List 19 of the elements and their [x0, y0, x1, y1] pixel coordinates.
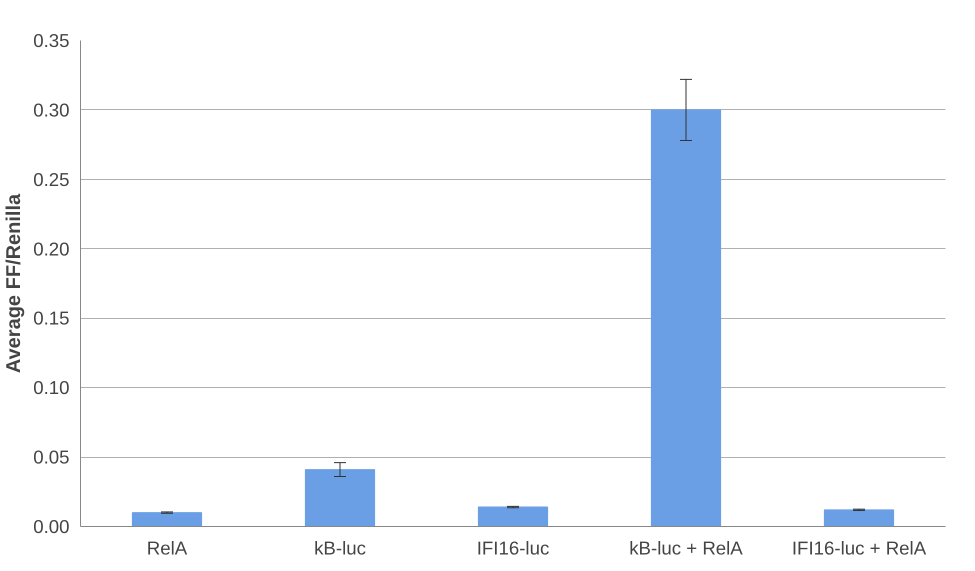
bar [650, 109, 722, 526]
bar [132, 512, 202, 526]
y-tick-label: 0.20 [33, 238, 70, 260]
y-tick-label: 0.25 [33, 168, 70, 190]
x-tick-label: RelA [146, 538, 188, 558]
bar [304, 469, 376, 526]
bar [478, 506, 548, 526]
y-tick-label: 0.30 [33, 99, 70, 120]
bar [824, 509, 894, 526]
x-tick-label: kB-luc [314, 538, 366, 558]
y-tick-label: 0.15 [33, 308, 70, 329]
y-tick-label: 0.00 [33, 516, 70, 537]
y-tick-label: 0.35 [33, 30, 70, 51]
x-tick-label: IFI16-luc + RelA [792, 538, 927, 558]
y-tick-label: 0.10 [33, 377, 70, 398]
x-tick-label: kB-luc + RelA [629, 538, 744, 558]
x-tick-label: IFI16-luc [476, 538, 550, 558]
y-axis-title: Average FF/Renilla [3, 192, 26, 374]
y-tick-label: 0.05 [33, 446, 70, 468]
